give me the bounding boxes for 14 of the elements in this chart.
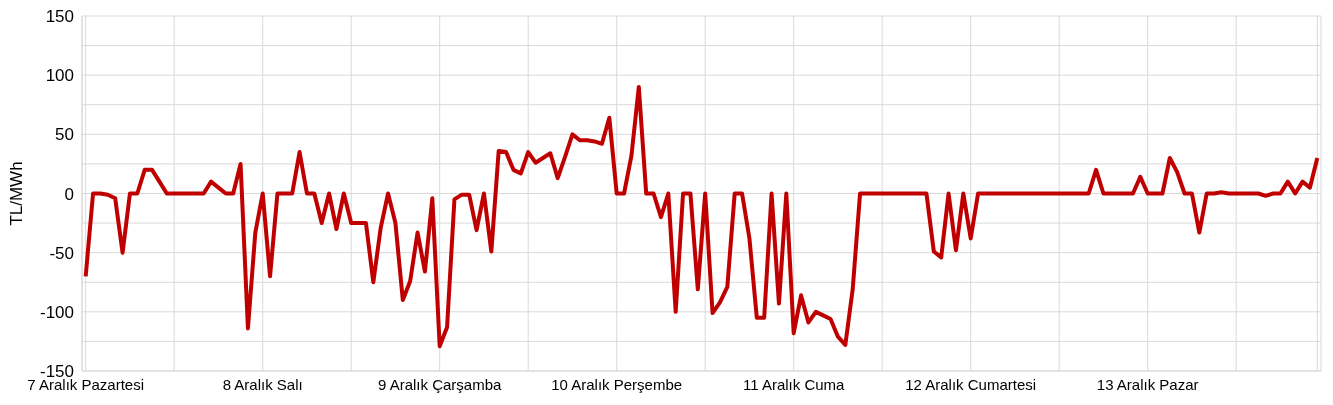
line-series (83, 85, 1320, 349)
y-axis-title: TL/MWh (7, 161, 27, 226)
x-tick-label: 8 Aralık Salı (222, 375, 303, 393)
y-tick-label: 150 (45, 7, 74, 27)
x-tick-label: 13 Aralık Pazar (1096, 375, 1199, 393)
x-tick-label: 9 Aralık Çarşamba (377, 375, 503, 393)
x-tick-label: 10 Aralık Perşembe (551, 375, 683, 393)
y-tick-label: -50 (49, 243, 74, 263)
y-tick-label: 50 (55, 125, 74, 145)
y-tick-label: -100 (39, 302, 74, 322)
y-tick-label: 100 (45, 66, 74, 86)
x-tick-label: 12 Aralık Cumartesi (905, 375, 1037, 393)
y-tick-label: 0 (64, 184, 74, 204)
x-tick-label: 11 Aralık Cuma (742, 375, 846, 393)
